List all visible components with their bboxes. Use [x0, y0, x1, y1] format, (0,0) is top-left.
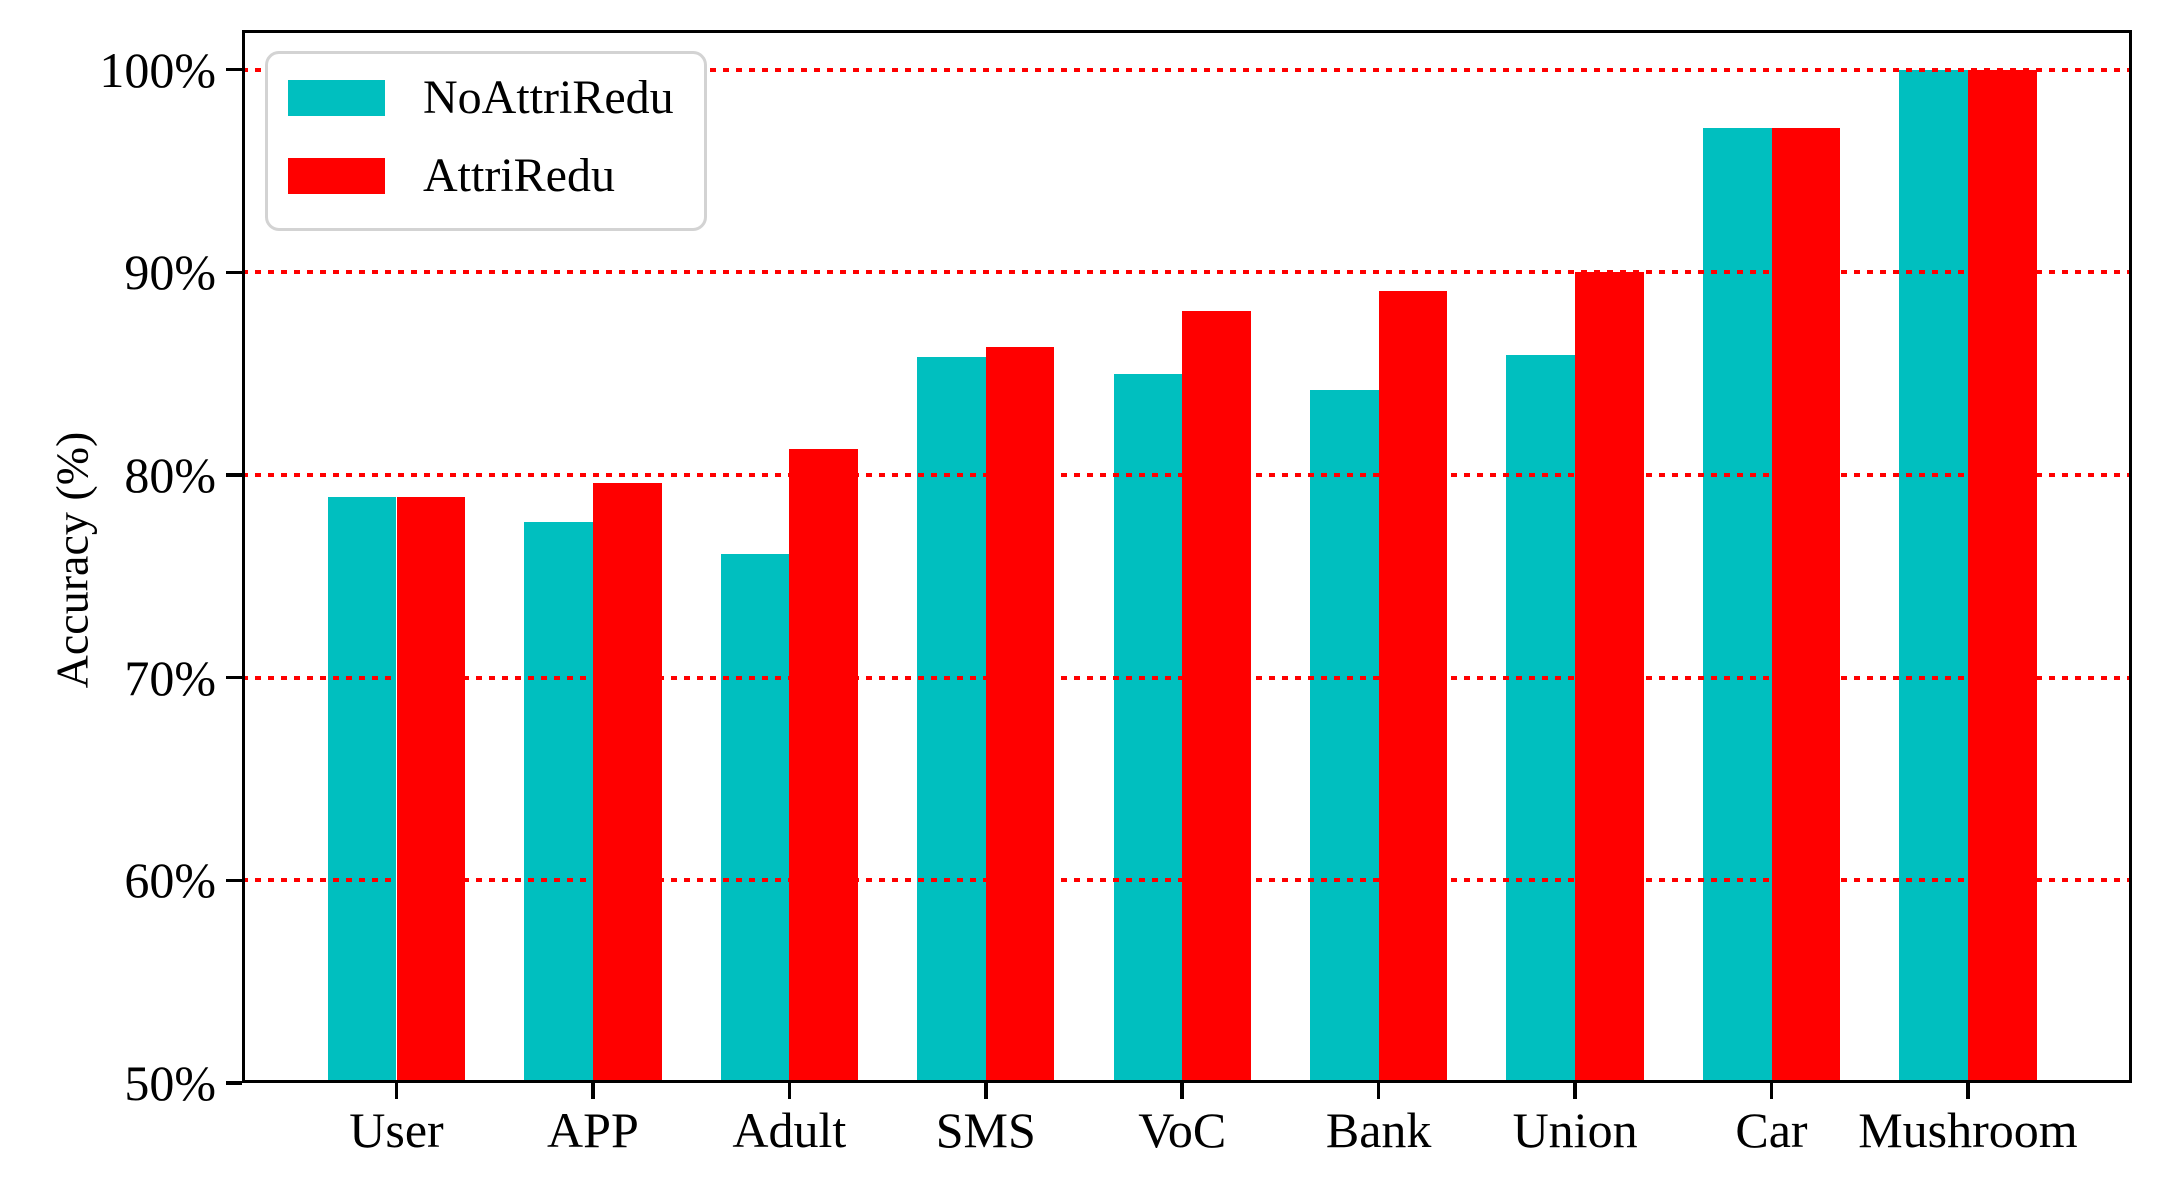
- bar-attriredu-bank: [1378, 290, 1448, 1083]
- bar-noattriredu-user: [327, 497, 397, 1083]
- y-tick-60: [226, 878, 242, 883]
- x-tick-union: [1573, 1083, 1577, 1099]
- legend-label-attriredu: AttriRedu: [423, 149, 615, 202]
- bar-noattriredu-car: [1702, 128, 1772, 1083]
- x-tick-label-mushroom: Mushroom: [1858, 1102, 2078, 1158]
- bar-attriredu-mushroom: [1967, 69, 2037, 1083]
- x-tick-label-union: Union: [1512, 1102, 1638, 1158]
- bar-noattriredu-bank: [1310, 389, 1379, 1083]
- x-tick-label-sms: SMS: [935, 1102, 1036, 1158]
- x-tick-label-app: APP: [547, 1102, 639, 1158]
- legend-swatch-noattriredu-icon: [288, 80, 385, 116]
- x-tick-sms: [984, 1083, 988, 1099]
- bar-noattriredu-app: [524, 521, 593, 1083]
- legend-entry-noattriredu: NoAttriRedu: [288, 74, 680, 122]
- x-tick-label-car: Car: [1735, 1102, 1808, 1158]
- x-tick-app: [591, 1083, 595, 1099]
- bar-attriredu-app: [592, 483, 662, 1083]
- y-tick-90: [226, 270, 242, 275]
- y-tick-label-50: 50%: [124, 1055, 216, 1111]
- gridline-60pct: [242, 878, 2132, 883]
- y-tick-label-60: 60%: [124, 852, 216, 909]
- y-tick-70: [226, 675, 242, 680]
- y-tick-label-70: 70%: [124, 649, 216, 706]
- x-tick-bank: [1376, 1083, 1381, 1099]
- x-tick-label-adult: Adult: [732, 1102, 847, 1158]
- gridline-70pct: [242, 675, 2132, 680]
- legend: NoAttriRedu AttriRedu: [265, 51, 707, 231]
- bar-attriredu-adult: [789, 448, 858, 1083]
- x-tick-mushroom: [1966, 1083, 1970, 1099]
- bar-attriredu-voc: [1182, 310, 1251, 1083]
- y-tick-80: [226, 473, 242, 477]
- y-tick-label-80: 80%: [124, 447, 216, 504]
- x-tick-voc: [1180, 1083, 1184, 1099]
- bar-noattriredu-voc: [1113, 373, 1183, 1083]
- x-tick-label-bank: Bank: [1325, 1102, 1432, 1158]
- x-tick-car: [1769, 1083, 1774, 1099]
- y-tick-label-90: 90%: [124, 244, 216, 301]
- y-tick-100: [226, 67, 242, 72]
- bar-attriredu-sms: [985, 347, 1055, 1083]
- y-tick-label-100: 100%: [99, 41, 216, 98]
- gridline-90pct: [242, 270, 2132, 275]
- bar-noattriredu-sms: [917, 357, 986, 1083]
- legend-swatch-attriredu-icon: [288, 158, 385, 194]
- x-tick-user: [394, 1083, 399, 1099]
- legend-entry-attriredu: AttriRedu: [288, 152, 680, 200]
- bar-attriredu-car: [1771, 128, 1841, 1083]
- x-tick-label-user: User: [349, 1102, 444, 1158]
- plot-area: NoAttriRedu AttriRedu User APP Adult SMS VoC…: [99, 30, 2132, 1158]
- gridline-80pct: [242, 473, 2132, 478]
- x-tick-adult: [787, 1083, 792, 1099]
- bar-noattriredu-mushroom: [1899, 69, 1968, 1083]
- gridline-100pct: [242, 67, 2132, 72]
- y-tick-50: [226, 1081, 242, 1085]
- legend-label-noattriredu: NoAttriRedu: [423, 71, 674, 124]
- x-tick-label-voc: VoC: [1138, 1102, 1227, 1158]
- bar-noattriredu-adult: [720, 554, 790, 1083]
- bar-noattriredu-union: [1506, 355, 1576, 1083]
- bar-attriredu-user: [396, 497, 466, 1083]
- y-axis-label: Accuracy (%): [46, 431, 98, 689]
